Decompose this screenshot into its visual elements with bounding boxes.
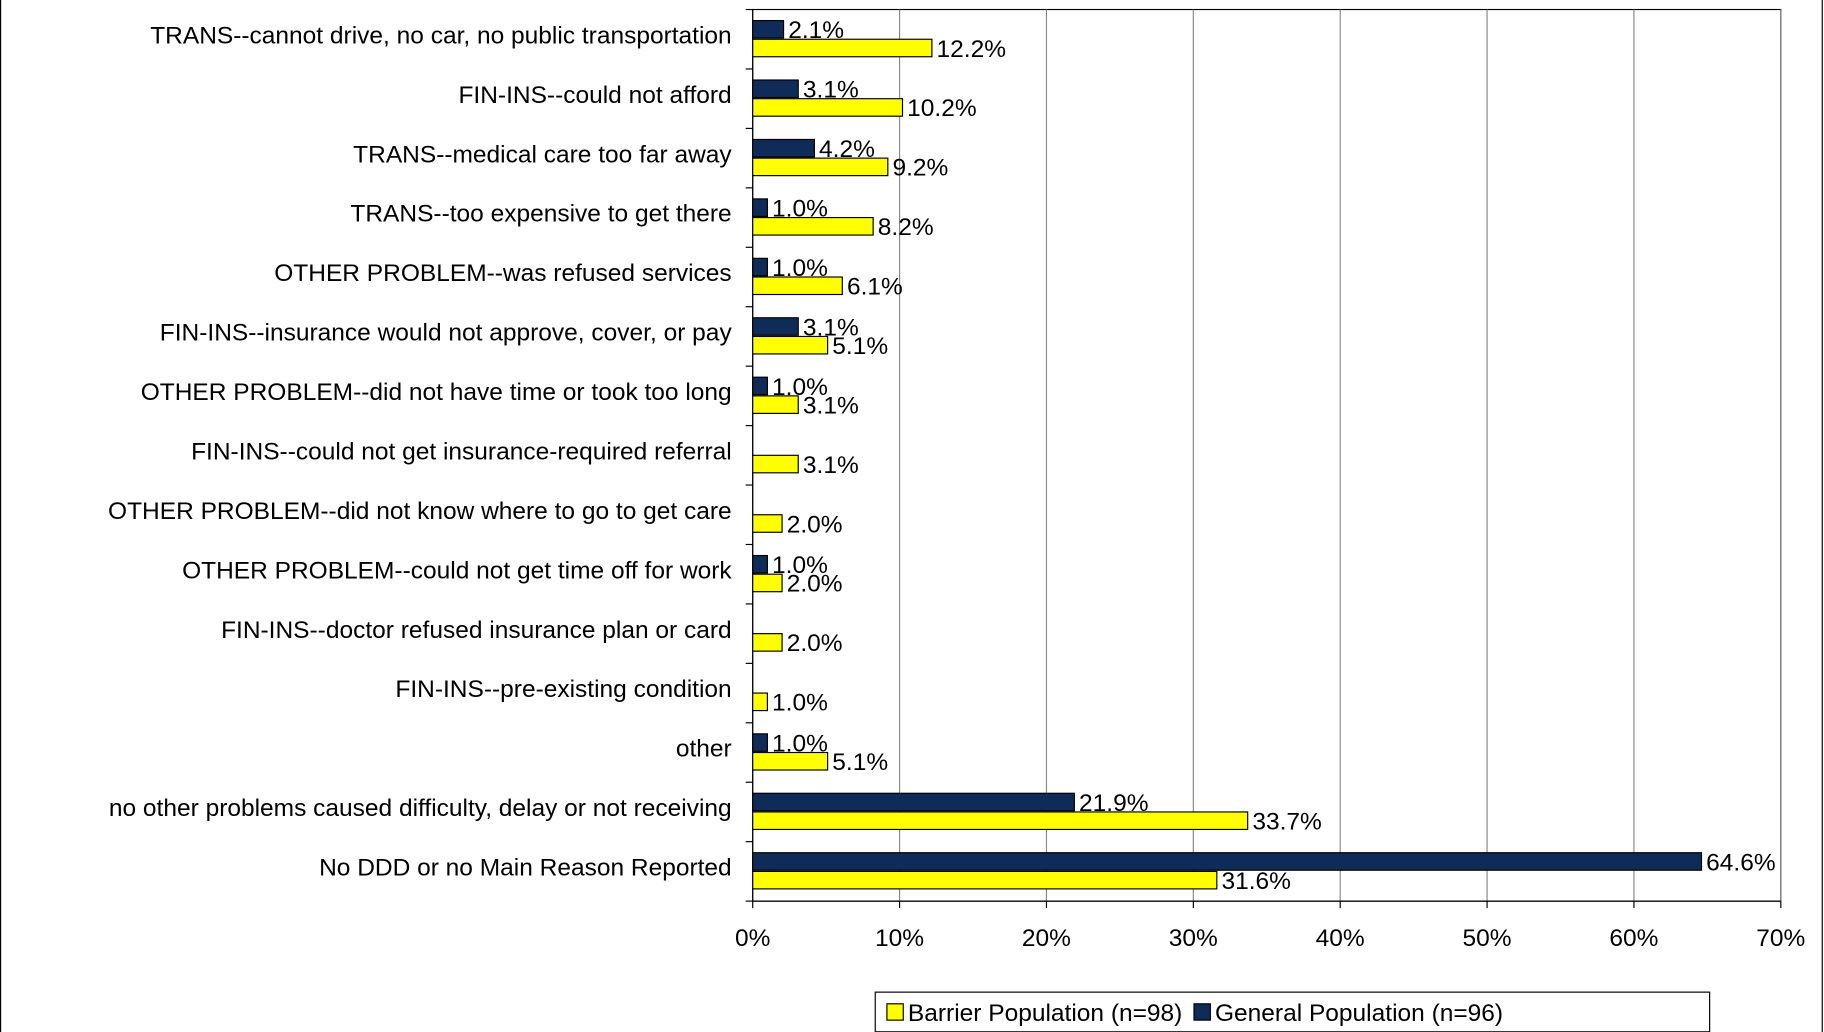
y-tick-label: OTHER PROBLEM--did not know where to go …: [108, 498, 732, 525]
bar: [752, 692, 768, 712]
bar: [752, 138, 815, 158]
bar: [752, 38, 933, 58]
bar: [752, 19, 785, 39]
y-tick-label: TRANS--too expensive to get there: [350, 201, 731, 228]
data-label: 2.0%: [787, 571, 843, 598]
x-tick-label: 60%: [1609, 925, 1658, 952]
data-label: 64.6%: [1706, 849, 1775, 876]
bar: [752, 276, 843, 296]
bar: [752, 79, 799, 99]
y-tick-label: OTHER PROBLEM--could not get time off fo…: [182, 557, 732, 584]
x-tick-label: 10%: [875, 925, 924, 952]
x-tick-label: 0%: [735, 925, 770, 952]
data-label: 3.1%: [803, 452, 859, 479]
legend-swatch: [1193, 1003, 1211, 1021]
bar: [752, 335, 829, 355]
y-tick-label: No DDD or no Main Reason Reported: [319, 855, 732, 882]
y-tick-label: TRANS--medical care too far away: [353, 141, 732, 168]
data-label: 6.1%: [847, 274, 903, 301]
bar: [752, 751, 829, 771]
y-tick-label: OTHER PROBLEM--did not have time or took…: [141, 379, 732, 406]
bar: [752, 852, 1703, 871]
bar: [752, 870, 1218, 890]
legend-label: General Population (n=96): [1215, 1000, 1503, 1027]
bar: [752, 376, 768, 396]
data-label: 31.6%: [1221, 868, 1290, 895]
data-label: 5.1%: [832, 333, 888, 360]
data-label: 9.2%: [892, 155, 948, 182]
bar: [752, 98, 904, 117]
bar: [752, 317, 799, 336]
bar: [752, 792, 1075, 812]
x-tick-label: 40%: [1316, 925, 1365, 952]
y-tick-label: FIN-INS--insurance would not approve, co…: [160, 320, 733, 347]
y-tick-label: FIN-INS--doctor refused insurance plan o…: [221, 617, 732, 644]
y-tick-label: no other problems caused difficulty, del…: [109, 795, 732, 822]
x-tick-label: 20%: [1022, 925, 1071, 952]
bar: [752, 514, 783, 533]
y-tick-label: FIN-INS--pre-existing condition: [395, 676, 731, 703]
bar: [752, 811, 1249, 831]
data-label: 8.2%: [878, 214, 934, 241]
y-tick-label: FIN-INS--could not get insurance-require…: [191, 438, 732, 465]
data-label: 2.0%: [787, 630, 843, 657]
y-tick-label: FIN-INS--could not afford: [458, 82, 731, 109]
bar: [752, 573, 783, 593]
y-tick-label: OTHER PROBLEM--was refused services: [274, 260, 731, 287]
data-label: 2.0%: [787, 511, 843, 538]
plot-area: [752, 8, 1782, 902]
legend: [874, 991, 1711, 1032]
legend-swatch: [886, 1003, 904, 1021]
y-tick-label: TRANS--cannot drive, no car, no public t…: [150, 22, 731, 49]
x-tick-label: 30%: [1169, 925, 1218, 952]
data-label: 10.2%: [907, 95, 976, 122]
data-label: 3.1%: [803, 392, 859, 419]
data-label: 1.0%: [772, 690, 828, 717]
x-tick-label: 50%: [1463, 925, 1512, 952]
x-tick-label: 70%: [1756, 925, 1805, 952]
data-label: 12.2%: [937, 36, 1006, 63]
bar: [752, 554, 768, 574]
bar: [752, 733, 768, 752]
bar: [752, 157, 889, 177]
bar: [752, 198, 768, 217]
bar: [752, 454, 799, 474]
legend-label: Barrier Population (n=98): [908, 1000, 1182, 1027]
bar: [752, 216, 874, 236]
bar: [752, 633, 783, 652]
bar: [752, 257, 768, 277]
data-label: 5.1%: [832, 749, 888, 776]
y-tick-label: other: [676, 736, 732, 763]
bar: [752, 395, 799, 414]
data-label: 33.7%: [1252, 809, 1321, 836]
